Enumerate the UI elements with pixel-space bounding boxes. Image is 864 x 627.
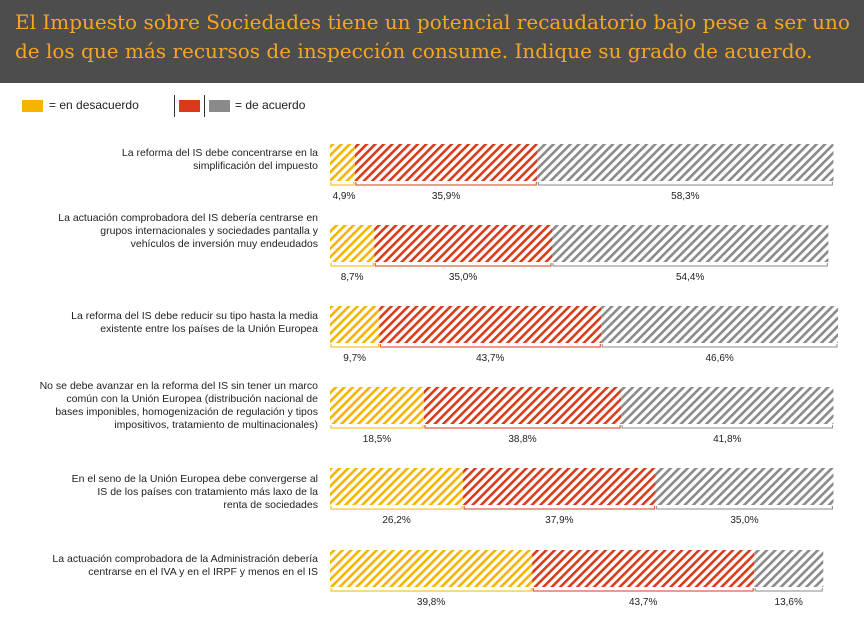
- question-label: La actuación comprobadora del IS debería…: [18, 212, 318, 251]
- bar-segment: [374, 225, 552, 262]
- data-label: 4,9%: [333, 191, 356, 202]
- data-label: 13,6%: [775, 597, 803, 608]
- legend-swatch-disagree: [22, 100, 43, 112]
- segment-bracket: [601, 344, 838, 348]
- data-label: 43,7%: [476, 353, 504, 364]
- data-label: 18,5%: [363, 434, 391, 445]
- data-label: 35,0%: [449, 272, 477, 283]
- legend-label-disagree: = en desacuerdo: [49, 98, 139, 112]
- question-label-line: La actuación comprobadora de la Administ…: [52, 553, 318, 565]
- segment-bracket: [330, 425, 424, 429]
- segment-bracket: [532, 588, 754, 592]
- segment-bracket: [330, 263, 374, 267]
- legend-label-agree: = de acuerdo: [235, 98, 306, 112]
- bar-segment: [423, 387, 622, 424]
- segment-bracket: [355, 182, 537, 186]
- bar-segment: [330, 144, 355, 181]
- data-label: 26,2%: [382, 515, 410, 526]
- question-label-line: La reforma del IS debe reducir su tipo h…: [71, 310, 318, 322]
- question-label-line: impositivos, tratamiento de multinaciona…: [114, 419, 318, 431]
- segment-bracket: [330, 344, 379, 348]
- question-label-line: grupos internacionales y sociedades pant…: [100, 225, 318, 237]
- segment-bracket: [552, 263, 828, 267]
- data-label: 41,8%: [713, 434, 741, 445]
- question-label-line: renta de sociedades: [223, 499, 318, 511]
- bar-segment: [754, 550, 824, 587]
- segment-bracket: [754, 588, 823, 592]
- question-label: La reforma del IS debe concentrarse en l…: [18, 147, 318, 173]
- bar-segment: [537, 144, 834, 181]
- legend-divider: [204, 95, 205, 117]
- data-label: 39,8%: [417, 597, 445, 608]
- question-label: La reforma del IS debe reducir su tipo h…: [18, 310, 318, 336]
- segment-bracket: [656, 506, 833, 510]
- question-label: La actuación comprobadora de la Administ…: [18, 553, 318, 579]
- segment-bracket: [330, 506, 463, 510]
- question-label: No se debe avanzar en la reforma del IS …: [18, 380, 318, 432]
- bar-segment: [532, 550, 755, 587]
- segment-bracket: [379, 344, 601, 348]
- question-label-line: vehículos de inversión muy endeudados: [130, 238, 318, 250]
- bar-segment: [379, 306, 602, 343]
- segment-bracket: [330, 182, 355, 186]
- data-label: 35,0%: [730, 515, 758, 526]
- data-label: 8,7%: [341, 272, 364, 283]
- segment-bracket: [463, 506, 656, 510]
- question-label-line: centrarse en el IVA y en el IRPF y menos…: [88, 566, 318, 578]
- question-label-line: bases imponibles, homogenización de regu…: [55, 406, 318, 418]
- data-label: 58,3%: [671, 191, 699, 202]
- question-label-line: IS de los países con tratamiento más lax…: [97, 486, 318, 498]
- bar-segment: [463, 468, 656, 505]
- page-title: El Impuesto sobre Sociedades tiene un po…: [15, 10, 850, 63]
- data-label: 54,4%: [676, 272, 704, 283]
- bar-segment: [354, 144, 538, 181]
- segment-bracket: [374, 263, 552, 267]
- bar-segment: [330, 306, 380, 343]
- data-label: 37,9%: [545, 515, 573, 526]
- bar-segment: [655, 468, 834, 505]
- data-label: 43,7%: [629, 597, 657, 608]
- bar-segment: [621, 387, 834, 424]
- bar-segment: [330, 387, 424, 424]
- header-banner: El Impuesto sobre Sociedades tiene un po…: [0, 0, 864, 83]
- question-label-line: La reforma del IS debe concentrarse en l…: [121, 147, 318, 159]
- bar-segment: [601, 306, 838, 343]
- question-label-line: En el seno de la Unión Europea debe conv…: [71, 473, 318, 485]
- question-label-line: No se debe avanzar en la reforma del IS …: [39, 380, 318, 392]
- legend-swatch-agree-red: [179, 100, 200, 112]
- segment-bracket: [537, 182, 833, 186]
- question-label: En el seno de la Unión Europea debe conv…: [18, 473, 318, 512]
- data-label: 38,8%: [508, 434, 536, 445]
- question-label-line: La actuación comprobadora del IS debería…: [58, 212, 318, 224]
- segment-bracket: [621, 425, 833, 429]
- bar-segment: [330, 468, 464, 505]
- legend-divider: [174, 95, 175, 117]
- segment-bracket: [330, 588, 532, 592]
- bar-segment: [330, 550, 533, 587]
- segment-bracket: [424, 425, 621, 429]
- question-label-line: existente entre los países de la Unión E…: [100, 323, 318, 335]
- bar-segment: [551, 225, 829, 262]
- data-label: 35,9%: [432, 191, 460, 202]
- legend-swatch-agree-gray: [209, 100, 230, 112]
- question-label-line: simplificación del impuesto: [193, 160, 318, 172]
- data-label: 9,7%: [343, 353, 366, 364]
- question-label-line: común con la Unión Europea (distribución…: [66, 393, 318, 405]
- bar-segment: [330, 225, 375, 262]
- data-label: 46,6%: [705, 353, 733, 364]
